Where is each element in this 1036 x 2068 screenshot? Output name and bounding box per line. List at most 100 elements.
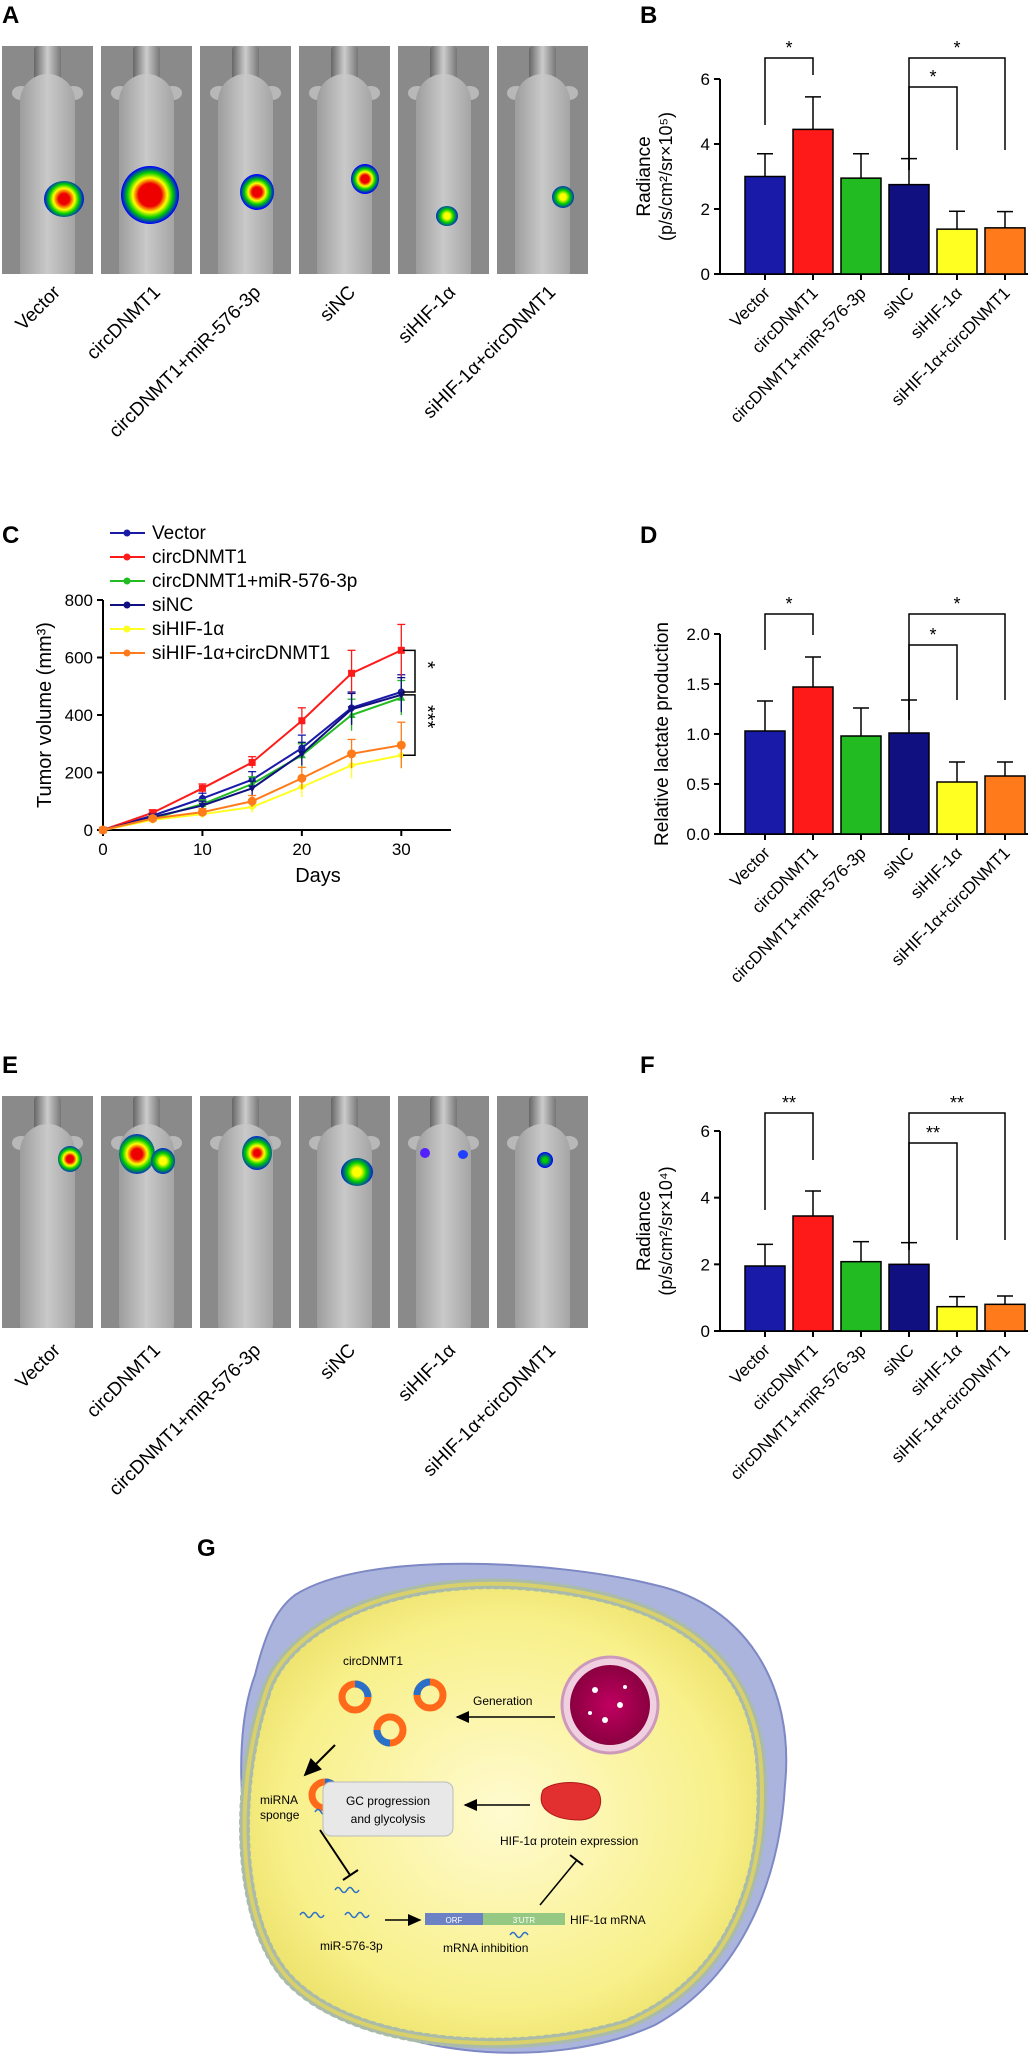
f-bar	[744, 1265, 786, 1332]
group-label-e-1: circDNMT1	[82, 1340, 165, 1423]
b-bar	[984, 227, 1026, 275]
generation-label: Generation	[473, 1694, 532, 1708]
group-label-a-1: circDNMT1	[82, 282, 165, 365]
c-x-tick-label: 0	[98, 840, 107, 859]
d-significance-label: *	[953, 594, 960, 614]
c-legend-marker	[123, 529, 131, 537]
mrna-inhibition-label: mRNA inhibition	[443, 1941, 528, 1955]
b-bracket-line	[764, 57, 814, 125]
c-point	[198, 802, 207, 810]
f-bar	[936, 1305, 978, 1332]
svg-text:and glycolysis: and glycolysis	[351, 1812, 426, 1826]
b-x-tick-label: siNC	[878, 283, 917, 322]
mouse-image-sinc-e	[299, 1096, 390, 1328]
c-x-tick-label: 20	[292, 840, 311, 859]
d-x-tick-label: siNC	[878, 843, 917, 882]
panel-label-f: F	[640, 1052, 655, 1079]
d-y-tick-label: 0.5	[686, 775, 710, 794]
b-bracket-line	[908, 86, 958, 170]
f-y-tick-label: 2	[701, 1255, 710, 1274]
hif-mrna-bar: ORF 3'UTR	[425, 1913, 565, 1939]
b-bar	[840, 177, 882, 275]
c-point	[397, 646, 405, 654]
b-bar	[744, 175, 786, 275]
d-y-tick-label: 0.0	[686, 825, 710, 844]
c-point	[248, 758, 256, 766]
c-legend-label: circDNMT1+miR-576-3p	[152, 571, 357, 592]
group-label-a-0: Vector	[11, 282, 65, 335]
gc-progression-box: GC progression and glycolysis	[322, 1781, 454, 1837]
group-label-e-4: siHIF-1α	[393, 1340, 460, 1406]
c-xlabel: Days	[295, 865, 341, 887]
c-legend-label: siNC	[152, 595, 193, 616]
f-significance-bracket: **	[908, 1123, 958, 1250]
f-bracket-line	[908, 1142, 958, 1250]
inhibit-bar-1	[342, 1869, 359, 1881]
b-bracket-line	[908, 57, 1006, 170]
f-bar	[888, 1263, 930, 1332]
mouse-image-circdnmt1-e	[101, 1096, 192, 1328]
f-significance-bracket: **	[908, 1093, 1006, 1250]
d-bar	[840, 735, 882, 835]
cell-membrane-inner	[242, 1581, 764, 2046]
f-ylabel-2: (p/s/cm²/sr×10⁴)	[656, 1166, 676, 1295]
c-x-tick-label: 10	[193, 840, 212, 859]
b-ylabel-1: Radiance	[634, 136, 655, 216]
b-y-tick-label: 6	[701, 70, 710, 89]
d-bar	[744, 730, 786, 835]
f-significance-bracket: **	[764, 1093, 814, 1210]
panel-label-a: A	[2, 2, 20, 29]
b-significance-label: *	[929, 67, 936, 87]
c-y-tick-label: 200	[65, 764, 93, 783]
hif-protein-icon	[540, 1782, 602, 1821]
inhibit-line-1	[319, 1829, 351, 1876]
d-bracket-line	[908, 613, 1006, 720]
panel-label-e: E	[2, 1052, 19, 1079]
f-bracket-line	[764, 1112, 814, 1210]
sponge-arrow	[303, 1744, 336, 1777]
chart-d-lactate: 0.0 0.5 1.0 1.5 2.0 Relative lactate producti…	[652, 594, 1028, 987]
circdnmt1-label: circDNMT1	[343, 1654, 403, 1668]
c-legend-label: Vector	[152, 523, 207, 544]
d-bar	[936, 781, 978, 835]
panel-label-g: G	[197, 1535, 216, 1562]
c-point	[297, 750, 306, 758]
culture-dish-icon	[560, 1655, 660, 1755]
chart-c-tumor-volume: 0 200 400 600 800 0 10 20 30 Days Tumor volume (mm…	[34, 523, 451, 887]
mir-label: miR-576-3p	[320, 1939, 383, 1953]
panel-label-b: B	[640, 2, 658, 29]
f-bar	[984, 1303, 1026, 1332]
b-bar	[792, 128, 834, 275]
c-y-tick-label: 800	[65, 591, 93, 610]
c-y-tick-label: 600	[65, 649, 93, 668]
mouse-image-sinc	[299, 46, 390, 274]
c-significance-1: *	[416, 661, 438, 669]
sponge-label: sponge	[260, 1808, 300, 1822]
d-y-tick-label: 1.5	[686, 675, 710, 694]
panel-label-d: D	[640, 522, 658, 549]
group-label-a-4: siHIF-1α	[393, 282, 460, 348]
c-legend-marker	[123, 553, 131, 561]
b-significance-label: *	[953, 38, 960, 58]
d-significance-bracket: *	[764, 594, 814, 650]
hif-mrna-label: HIF-1α mRNA	[570, 1913, 646, 1927]
c-point	[197, 807, 207, 817]
c-legend-label: siHIF-1α+circDNMT1	[152, 643, 330, 664]
svg-text:GC progression: GC progression	[346, 1794, 430, 1808]
c-point	[198, 784, 206, 792]
hif-protein-label: HIF-1α protein expression	[500, 1834, 638, 1848]
f-x-tick-label: siNC	[878, 1340, 917, 1379]
d-bar	[792, 686, 834, 835]
d-significance-label: *	[929, 625, 936, 645]
mouse-image-sihif	[398, 46, 489, 274]
panel-label-c: C	[2, 522, 20, 549]
c-point	[347, 749, 357, 759]
d-bracket-line	[908, 644, 958, 720]
mouse-image-vector-e	[2, 1096, 93, 1328]
d-significance-bracket: *	[908, 625, 958, 720]
d-y-tick-label: 1.0	[686, 725, 710, 744]
b-significance-label: *	[785, 38, 792, 58]
mouse-image-circdnmt1-mir	[200, 46, 291, 274]
mouse-image-circdnmt1	[101, 46, 192, 274]
mouse-image-circdnmt1-mir-e	[200, 1096, 291, 1328]
